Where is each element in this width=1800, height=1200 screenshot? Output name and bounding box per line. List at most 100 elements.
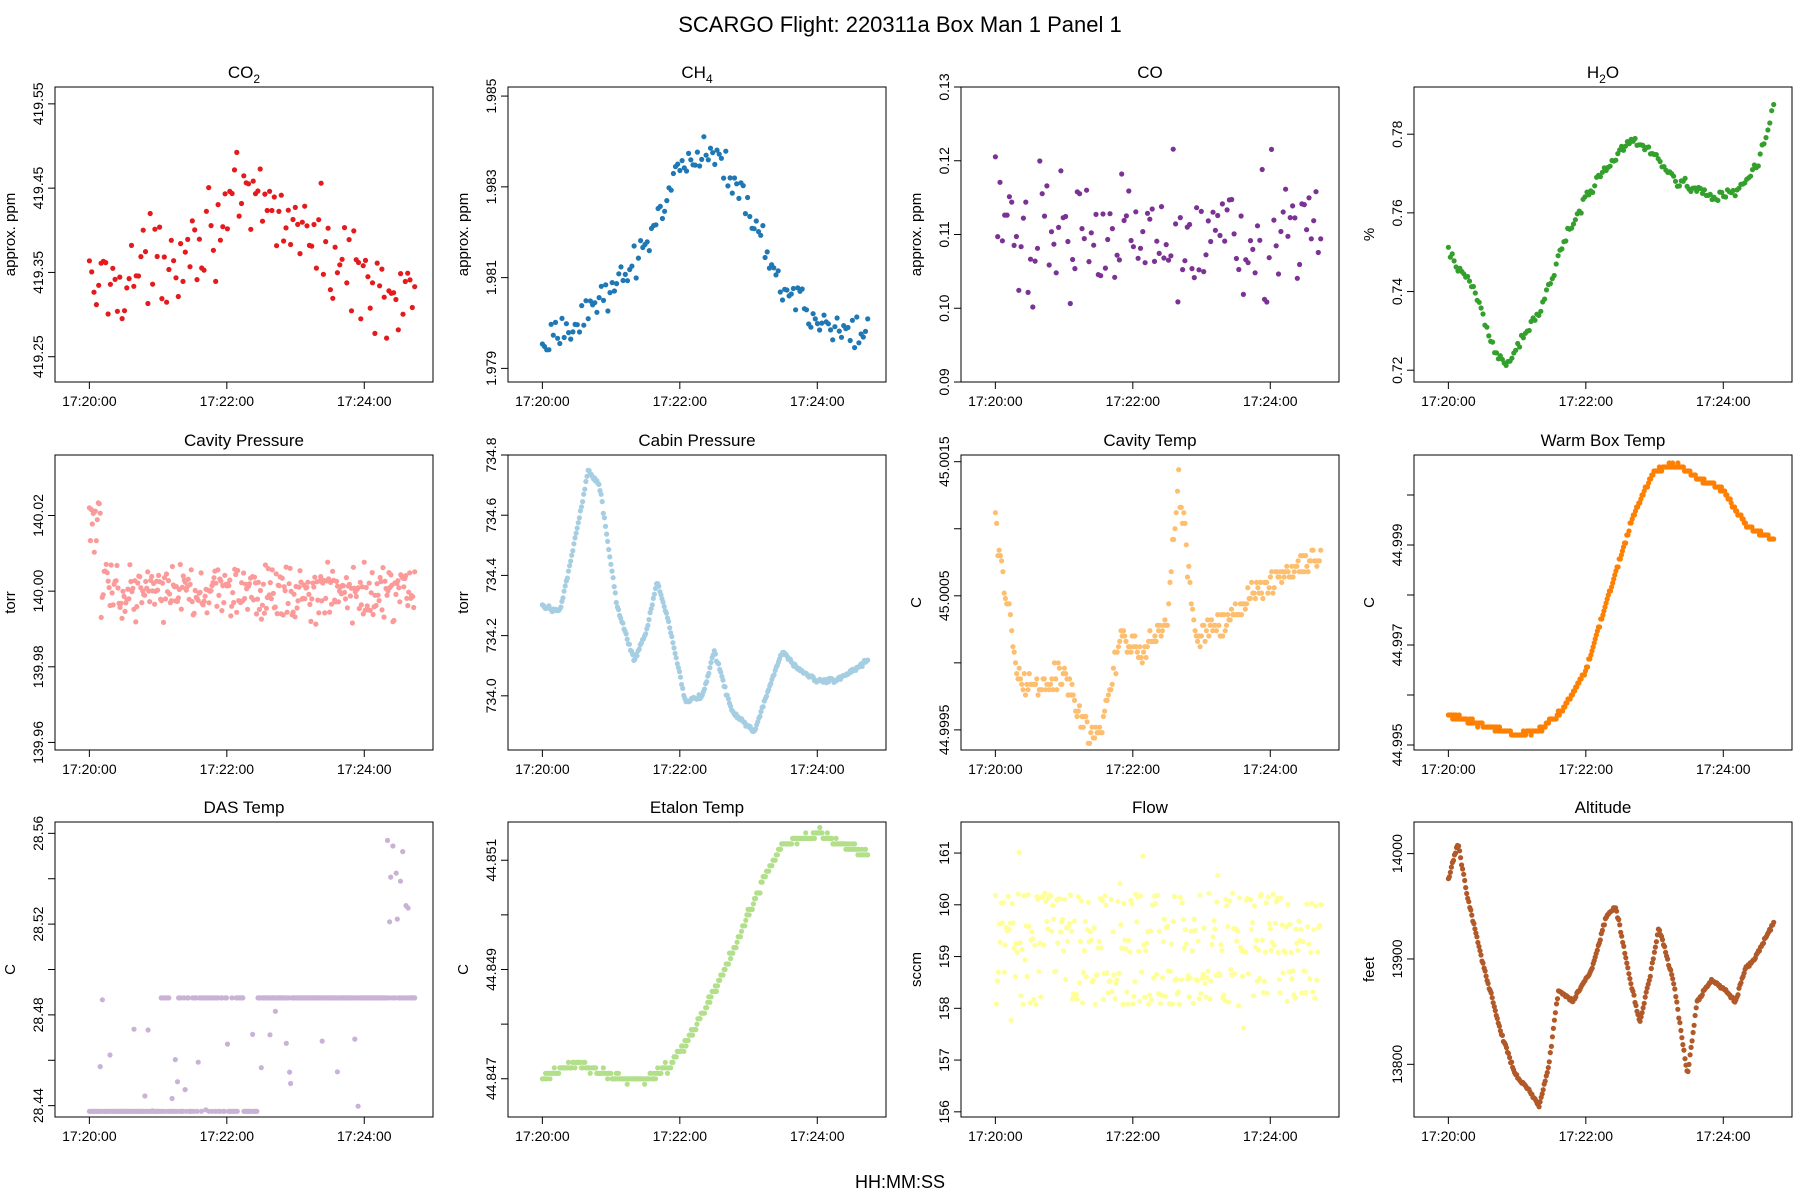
data-point — [1601, 922, 1607, 928]
data-point — [607, 290, 613, 296]
data-point — [1108, 896, 1114, 902]
data-point — [254, 596, 261, 602]
data-point — [1138, 654, 1144, 661]
data-point — [1576, 680, 1582, 686]
data-point — [1520, 335, 1526, 341]
data-point — [1469, 716, 1475, 722]
data-point — [1059, 681, 1065, 687]
data-point — [1080, 724, 1086, 730]
data-point — [365, 274, 371, 280]
data-point — [1769, 108, 1775, 114]
data-point — [1290, 574, 1296, 580]
data-point — [1043, 687, 1049, 693]
data-point — [1178, 977, 1184, 983]
data-point — [1682, 175, 1688, 181]
data-point — [1039, 687, 1045, 693]
data-point — [1554, 996, 1561, 1002]
data-point — [1188, 601, 1194, 607]
data-point — [1553, 261, 1559, 267]
data-point — [1089, 724, 1095, 730]
y-axis-label: approx. ppm — [2, 193, 19, 276]
data-point — [120, 588, 126, 594]
data-point — [1590, 644, 1596, 650]
data-point — [552, 319, 559, 325]
data-point — [142, 592, 148, 598]
data-point — [701, 686, 708, 692]
data-point — [1572, 217, 1578, 223]
data-point — [348, 308, 355, 314]
data-point — [651, 591, 658, 597]
data-point — [577, 508, 584, 514]
data-point — [1192, 628, 1198, 634]
data-point — [169, 1095, 175, 1102]
data-point — [1139, 660, 1145, 666]
data-point — [1648, 476, 1654, 482]
data-point — [405, 603, 411, 609]
data-point — [1000, 569, 1006, 575]
data-point — [1157, 1000, 1164, 1007]
data-point — [1622, 950, 1628, 956]
data-point — [380, 565, 386, 571]
data-point — [1065, 238, 1071, 245]
data-point — [242, 595, 248, 602]
data-point — [1475, 724, 1481, 730]
data-point — [164, 299, 170, 305]
data-point — [731, 175, 738, 181]
data-point — [714, 147, 720, 153]
data-point — [92, 508, 98, 514]
data-point — [694, 149, 701, 155]
data-point — [313, 621, 319, 627]
x-tick-label: 17:20:00 — [62, 761, 117, 777]
data-point — [1288, 950, 1294, 956]
data-point — [269, 567, 275, 573]
data-point — [845, 324, 851, 331]
data-point — [747, 213, 753, 220]
data-point — [1010, 920, 1016, 926]
data-point — [159, 296, 165, 302]
data-point — [284, 609, 290, 615]
y-tick-label: 44.849 — [483, 948, 499, 991]
data-point — [992, 510, 999, 516]
data-point — [1735, 992, 1741, 998]
data-point — [1198, 208, 1204, 214]
data-point — [1718, 484, 1724, 490]
y-tick-label: 13900 — [1389, 939, 1405, 978]
data-point — [1300, 938, 1306, 945]
data-point — [1124, 989, 1130, 995]
data-point — [211, 575, 217, 581]
data-point — [208, 223, 214, 229]
data-point — [1125, 1001, 1131, 1007]
data-point — [115, 585, 121, 591]
data-point — [596, 481, 602, 487]
y-tick-label: 44.9995 — [936, 704, 952, 755]
data-point — [1205, 617, 1211, 623]
data-point — [1459, 862, 1465, 868]
data-point — [592, 300, 598, 306]
data-point — [624, 636, 630, 642]
data-point — [790, 285, 797, 292]
data-point — [725, 961, 732, 967]
data-point — [1020, 215, 1026, 221]
data-point — [1267, 574, 1273, 580]
y-tick-label: 28.48 — [30, 997, 46, 1032]
data-point — [86, 258, 92, 264]
data-point — [1287, 215, 1293, 221]
data-point — [1607, 588, 1614, 594]
data-point — [267, 1032, 273, 1038]
x-tick-label: 17:24:00 — [1243, 761, 1298, 777]
data-point — [1273, 243, 1279, 249]
panel-title: Cabin Pressure — [638, 431, 755, 450]
data-point — [1061, 665, 1067, 671]
data-point — [1707, 191, 1713, 197]
data-point — [1132, 978, 1138, 985]
data-point — [718, 155, 725, 161]
data-point — [1182, 927, 1188, 933]
data-point — [404, 595, 410, 601]
data-point — [718, 669, 724, 675]
data-point — [581, 322, 587, 328]
data-point — [168, 598, 174, 604]
data-point — [1671, 173, 1677, 179]
data-point — [1619, 143, 1625, 149]
data-point — [1046, 262, 1052, 268]
